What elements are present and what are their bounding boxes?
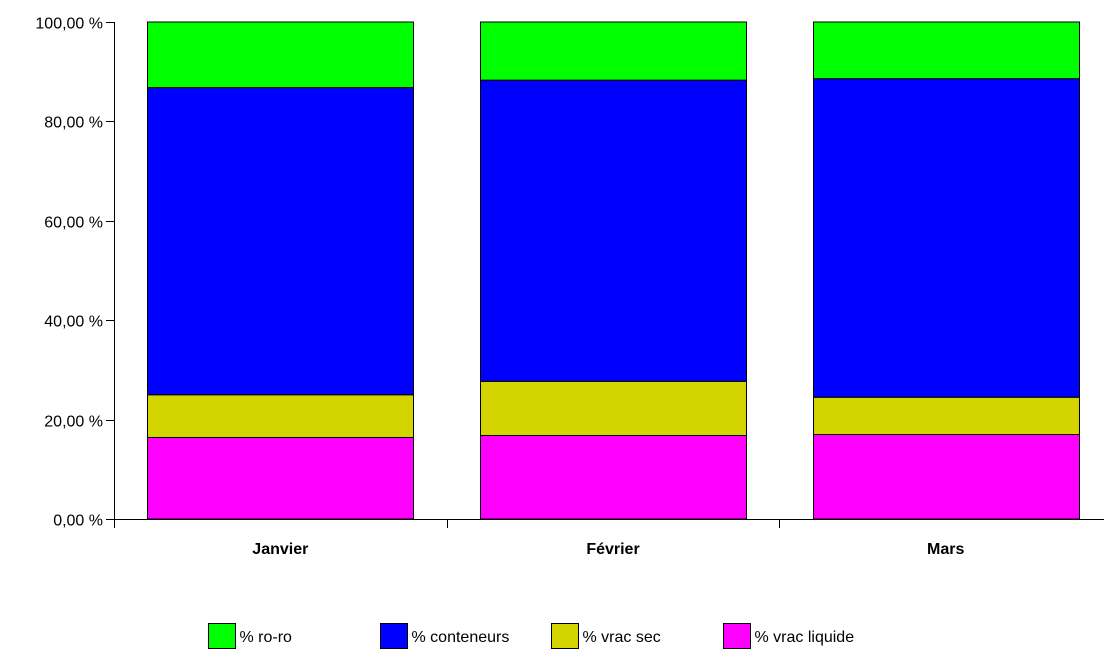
y-tick-label: 100,00 %	[35, 16, 103, 33]
y-axis: 0,00 % 20,00 % 40,00 % 60,00 % 80,00 % 100,00…	[35, 16, 115, 530]
legend-label-ro-ro: % ro-ro	[240, 629, 293, 646]
x-category-label-janvier: Janvier	[252, 541, 308, 558]
y-tick-label: 60,00 %	[44, 215, 103, 232]
legend: % ro-ro % conteneurs % vrac sec % vrac liqu…	[208, 623, 855, 649]
bar-segment-conteneurs-fevrier	[480, 79, 747, 382]
bar-segment-ro-ro-janvier	[147, 21, 414, 89]
y-tick-label: 0,00 %	[53, 513, 103, 530]
bar-segment-vrac-liquide-mars	[813, 434, 1080, 520]
legend-label-conteneurs: % conteneurs	[412, 629, 510, 646]
bar-segment-vrac-sec-janvier	[147, 394, 414, 438]
legend-label-vrac-liquide: % vrac liquide	[755, 629, 855, 646]
x-category-label-mars: Mars	[927, 541, 964, 558]
legend-swatch-vrac-liquide	[723, 623, 751, 649]
y-tick-label: 20,00 %	[44, 414, 103, 431]
x-category-label-fevrier: Février	[586, 541, 639, 558]
plot-area	[147, 21, 1080, 520]
bar-segment-ro-ro-fevrier	[480, 21, 747, 81]
bar-segment-vrac-sec-mars	[813, 396, 1080, 436]
bar-segment-conteneurs-janvier	[147, 87, 414, 396]
legend-label-vrac-sec: % vrac sec	[583, 629, 661, 646]
y-tick-label: 80,00 %	[44, 115, 103, 132]
bar-segment-vrac-liquide-janvier	[147, 436, 414, 520]
legend-swatch-vrac-sec	[551, 623, 579, 649]
legend-swatch-ro-ro	[208, 623, 236, 649]
bar-segment-vrac-sec-fevrier	[480, 380, 747, 437]
legend-swatch-conteneurs	[380, 623, 408, 649]
bar-segment-conteneurs-mars	[813, 78, 1080, 398]
x-axis: Janvier Février Mars	[114, 519, 1104, 558]
bar-segment-vrac-liquide-fevrier	[480, 435, 747, 520]
bar-segment-ro-ro-mars	[813, 21, 1080, 80]
y-tick-label: 40,00 %	[44, 314, 103, 331]
